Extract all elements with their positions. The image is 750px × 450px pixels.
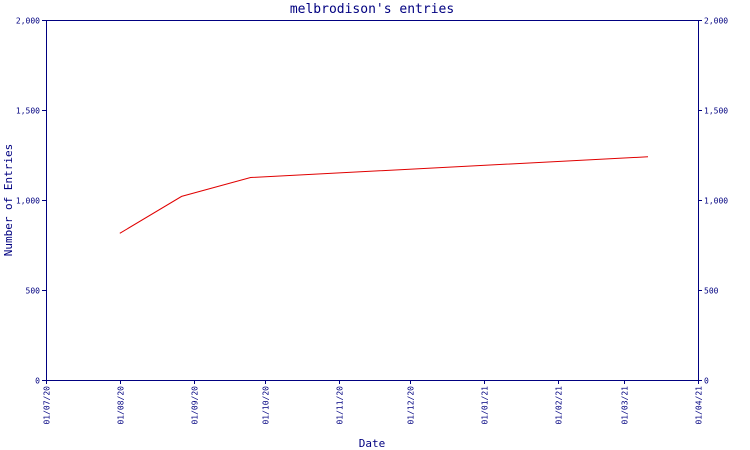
y-tick-label-left: 1,500 bbox=[16, 107, 40, 116]
x-tick-label: 01/04/21 bbox=[695, 386, 704, 425]
y-tick-label-left: 2,000 bbox=[16, 17, 40, 26]
x-axis-label: Date bbox=[359, 437, 386, 450]
y-tick-label-right: 1,000 bbox=[704, 197, 728, 206]
x-tick-label: 01/02/21 bbox=[555, 386, 564, 425]
x-tick-label: 01/11/20 bbox=[336, 386, 345, 425]
chart-title: melbrodison's entries bbox=[290, 2, 454, 17]
y-ticks-left: 0 500 1,000 1,500 2,000 bbox=[16, 17, 46, 386]
x-tick-label: 01/12/20 bbox=[407, 386, 416, 425]
series-layer bbox=[119, 156, 649, 234]
y-tick-label-right: 0 bbox=[704, 377, 709, 386]
y-tick-label-left: 500 bbox=[26, 287, 41, 296]
x-tick-label: 01/03/21 bbox=[621, 386, 630, 425]
y-tick-label-right: 500 bbox=[704, 287, 719, 296]
plot-frame bbox=[46, 20, 699, 381]
x-ticks: 01/07/20 01/08/20 01/09/20 01/10/20 01/11/20… bbox=[43, 380, 704, 425]
y-ticks-right: 0 500 1,000 1,500 2,000 bbox=[698, 17, 728, 386]
x-tick-label: 01/09/20 bbox=[191, 386, 200, 425]
y-tick-label-right: 2,000 bbox=[704, 17, 728, 26]
series-line bbox=[119, 156, 649, 234]
x-tick-label: 01/07/20 bbox=[43, 386, 52, 425]
x-tick-label: 01/01/21 bbox=[481, 386, 490, 425]
x-tick-label: 01/10/20 bbox=[262, 386, 271, 425]
y-axis-label: Number of Entries bbox=[2, 144, 15, 257]
y-tick-label-left: 1,000 bbox=[16, 197, 40, 206]
y-tick-label-left: 0 bbox=[35, 377, 40, 386]
x-tick-label: 01/08/20 bbox=[117, 386, 126, 425]
y-tick-label-right: 1,500 bbox=[704, 107, 728, 116]
